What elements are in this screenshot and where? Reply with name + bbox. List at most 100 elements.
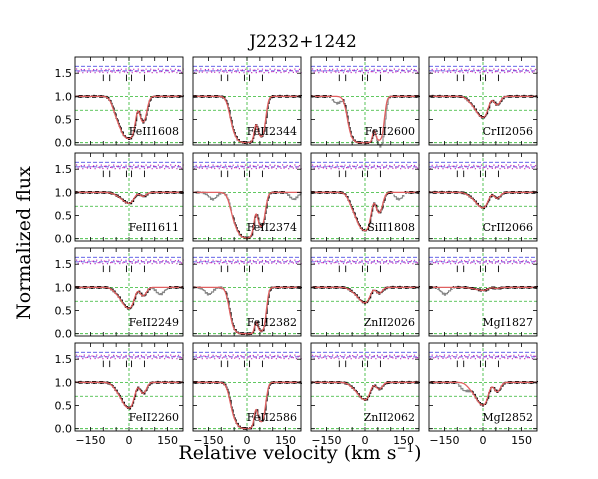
residual-points bbox=[312, 259, 420, 265]
residual-points bbox=[312, 354, 420, 360]
data-spectrum bbox=[75, 380, 184, 410]
data-spectrum bbox=[429, 380, 538, 407]
residual-points bbox=[430, 354, 538, 360]
y-tick-label: 0.0 bbox=[55, 328, 73, 341]
model-fit bbox=[75, 286, 183, 310]
residual-points bbox=[194, 164, 302, 170]
ion-label: FeII2344 bbox=[247, 125, 297, 138]
x-tick-label: 0 bbox=[244, 434, 251, 447]
y-tick-label: 1.5 bbox=[55, 67, 73, 80]
residual-points bbox=[76, 354, 184, 360]
panel-mgi2852: −150 0 150 MgI2852 bbox=[428, 342, 538, 447]
residual-points bbox=[76, 68, 184, 74]
panel-feii2382: FeII2382 bbox=[192, 247, 302, 337]
y-tick-label: 0.0 bbox=[55, 423, 73, 436]
x-axis-label-sup: −1 bbox=[396, 441, 414, 455]
residual-points bbox=[430, 164, 538, 170]
panel-feii2586: −150 0 150 FeII2586 bbox=[192, 342, 302, 447]
y-tick-label: 1.0 bbox=[55, 376, 73, 389]
x-tick-label: −150 bbox=[193, 434, 223, 447]
panel-feii2260: 0.0 0.5 1.0 1.5 −150 0 150 FeII2260 bbox=[55, 342, 184, 447]
panel-znii2026: ZnII2026 bbox=[310, 247, 420, 337]
data-spectrum bbox=[429, 94, 538, 119]
model-fit bbox=[429, 381, 537, 406]
ion-label: FeII2586 bbox=[247, 411, 297, 424]
panel-crii2056: CrII2056 bbox=[428, 56, 538, 146]
y-tick-label: 1.5 bbox=[55, 353, 73, 366]
panel-feii2249: 0.0 0.5 1.0 1.5 FeII2249 bbox=[55, 247, 184, 341]
panel-feii1608: 0.0 0.5 1.0 1.5 FeII1608 bbox=[55, 56, 184, 150]
y-tick-label: 1.0 bbox=[55, 186, 73, 199]
panel-crii2066: CrII2066 bbox=[428, 152, 538, 242]
residual-points bbox=[312, 164, 420, 170]
y-axis-label: Normalized flux bbox=[13, 166, 35, 320]
y-tick-label: 1.0 bbox=[55, 90, 73, 103]
panel-feii1611: 0.0 0.5 1.0 1.5 FeII1611 bbox=[55, 152, 184, 246]
ion-label: FeII2260 bbox=[129, 411, 179, 424]
ion-label: FeII2382 bbox=[247, 316, 297, 329]
x-tick-label: 150 bbox=[157, 434, 178, 447]
ion-label: FeII1611 bbox=[129, 221, 179, 234]
model-fit bbox=[311, 381, 419, 401]
chart-title: J2232+1242 bbox=[247, 32, 357, 52]
x-tick-label: 0 bbox=[362, 434, 369, 447]
data-spectrum bbox=[75, 190, 184, 205]
masked-data bbox=[152, 287, 169, 296]
masked-data bbox=[393, 194, 405, 201]
model-fit bbox=[311, 191, 419, 232]
panel-feii2600: FeII2600 bbox=[310, 56, 420, 148]
ion-label: FeII1608 bbox=[129, 125, 179, 138]
masked-data bbox=[193, 190, 302, 211]
ion-label: MgI1827 bbox=[482, 316, 533, 329]
x-tick-label: −150 bbox=[75, 434, 105, 447]
model-fit bbox=[429, 286, 537, 292]
x-tick-label: −150 bbox=[429, 434, 459, 447]
masked-data bbox=[457, 383, 472, 393]
y-tick-label: 0.5 bbox=[55, 114, 73, 127]
x-tick-label: 0 bbox=[480, 434, 487, 447]
model-fit bbox=[311, 286, 419, 304]
residual-points bbox=[430, 259, 538, 265]
panel-mgi1827: MgI1827 bbox=[428, 247, 538, 337]
ion-label: SiII1808 bbox=[367, 221, 415, 234]
y-tick-label: 1.5 bbox=[55, 258, 73, 271]
y-tick-label: 0.0 bbox=[55, 137, 73, 150]
data-spectrum bbox=[311, 380, 420, 401]
x-axis-label-main: Relative velocity (km s bbox=[178, 442, 396, 464]
panel-feii2374: FeII2374 bbox=[192, 152, 302, 242]
x-axis-label: Relative velocity (km s−1) bbox=[178, 441, 421, 464]
residual-points bbox=[194, 259, 302, 265]
y-tick-label: 0.5 bbox=[55, 210, 73, 223]
x-tick-label: 150 bbox=[275, 434, 296, 447]
ion-label: CrII2056 bbox=[483, 125, 533, 138]
model-fit bbox=[75, 191, 183, 204]
data-spectrum bbox=[75, 285, 184, 310]
ion-label: FeII2374 bbox=[247, 221, 297, 234]
ion-label: FeII2600 bbox=[365, 125, 415, 138]
y-tick-label: 0.0 bbox=[55, 233, 73, 246]
ion-label: FeII2249 bbox=[129, 316, 179, 329]
ion-label: MgI2852 bbox=[482, 411, 533, 424]
residual-points bbox=[194, 354, 302, 360]
x-axis-label-close: ) bbox=[414, 442, 421, 464]
model-fit bbox=[75, 381, 183, 409]
panel-grid: 0.0 0.5 1.0 1.5 FeII1608 FeII2344 FeII2600 CrII… bbox=[55, 56, 538, 447]
residual-points bbox=[76, 164, 184, 170]
panel-siii1808: SiII1808 bbox=[310, 152, 420, 242]
x-tick-label: 150 bbox=[511, 434, 532, 447]
x-tick-label: 150 bbox=[393, 434, 414, 447]
x-tick-label: 0 bbox=[126, 434, 133, 447]
model-fit bbox=[429, 191, 537, 209]
residual-points bbox=[194, 68, 302, 74]
model-fit bbox=[429, 95, 537, 119]
x-tick-label: −150 bbox=[311, 434, 341, 447]
model-fit bbox=[75, 95, 183, 140]
ion-label: ZnII2026 bbox=[364, 316, 415, 329]
residual-points bbox=[430, 68, 538, 74]
panel-znii2062: −150 0 150 ZnII2062 bbox=[310, 342, 420, 447]
y-tick-label: 1.0 bbox=[55, 281, 73, 294]
y-tick-label: 1.5 bbox=[55, 163, 73, 176]
ion-label: ZnII2062 bbox=[364, 411, 415, 424]
y-tick-label: 0.5 bbox=[55, 400, 73, 413]
